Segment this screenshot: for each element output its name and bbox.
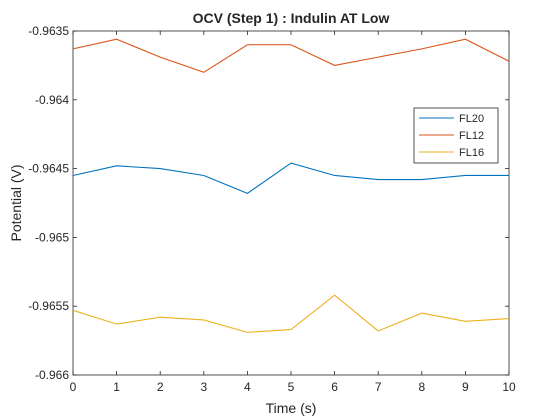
x-tick-label: 4 [244,380,251,394]
y-tick-label: -0.9645 [28,162,69,176]
x-axis-label: Time (s) [266,400,317,416]
series-line-fl12 [72,38,510,73]
series-group [72,38,510,333]
y-axis: -0.966 -0.9655 -0.965 -0.9645 -0.964 -0.9635 [28,24,509,382]
x-tick-label: 1 [113,380,120,394]
legend-label-fl16: FL16 [459,147,484,159]
legend: FL20 FL12 FL16 [413,107,499,164]
y-tick-label: -0.966 [35,368,69,382]
axes-box [72,30,510,376]
plot-area: 0 1 2 3 4 5 6 7 8 9 10 -0.966-0.9655-0.965-0.9645-… [28,24,516,394]
y-tick-label: -0.9655 [28,299,69,313]
chart-title: OCV (Step 1) : Indulin AT Low [193,10,390,26]
x-tick-label: 8 [418,380,425,394]
x-tick-label: 7 [375,380,382,394]
y-tick-label: -0.9635 [28,24,69,38]
x-axis: 0 1 2 3 4 5 6 7 8 9 10 [70,31,516,394]
series-line-fl20 [72,162,509,194]
legend-label-fl12: FL12 [459,130,484,142]
legend-label-fl20: FL20 [459,113,484,125]
y-tick-label: -0.965 [35,230,69,244]
y-axis-label: Potential (V) [8,164,24,241]
x-tick-label: 2 [157,380,164,394]
x-tick-label: 9 [462,380,469,394]
x-tick-label: 10 [502,380,516,394]
x-tick-label: 5 [288,380,295,394]
x-tick-label: 3 [200,380,207,394]
x-tick-label: 6 [331,380,338,394]
y-tick-label: -0.964 [35,93,69,107]
series-line-fl16 [72,294,510,333]
x-tick-label: 0 [70,380,77,394]
